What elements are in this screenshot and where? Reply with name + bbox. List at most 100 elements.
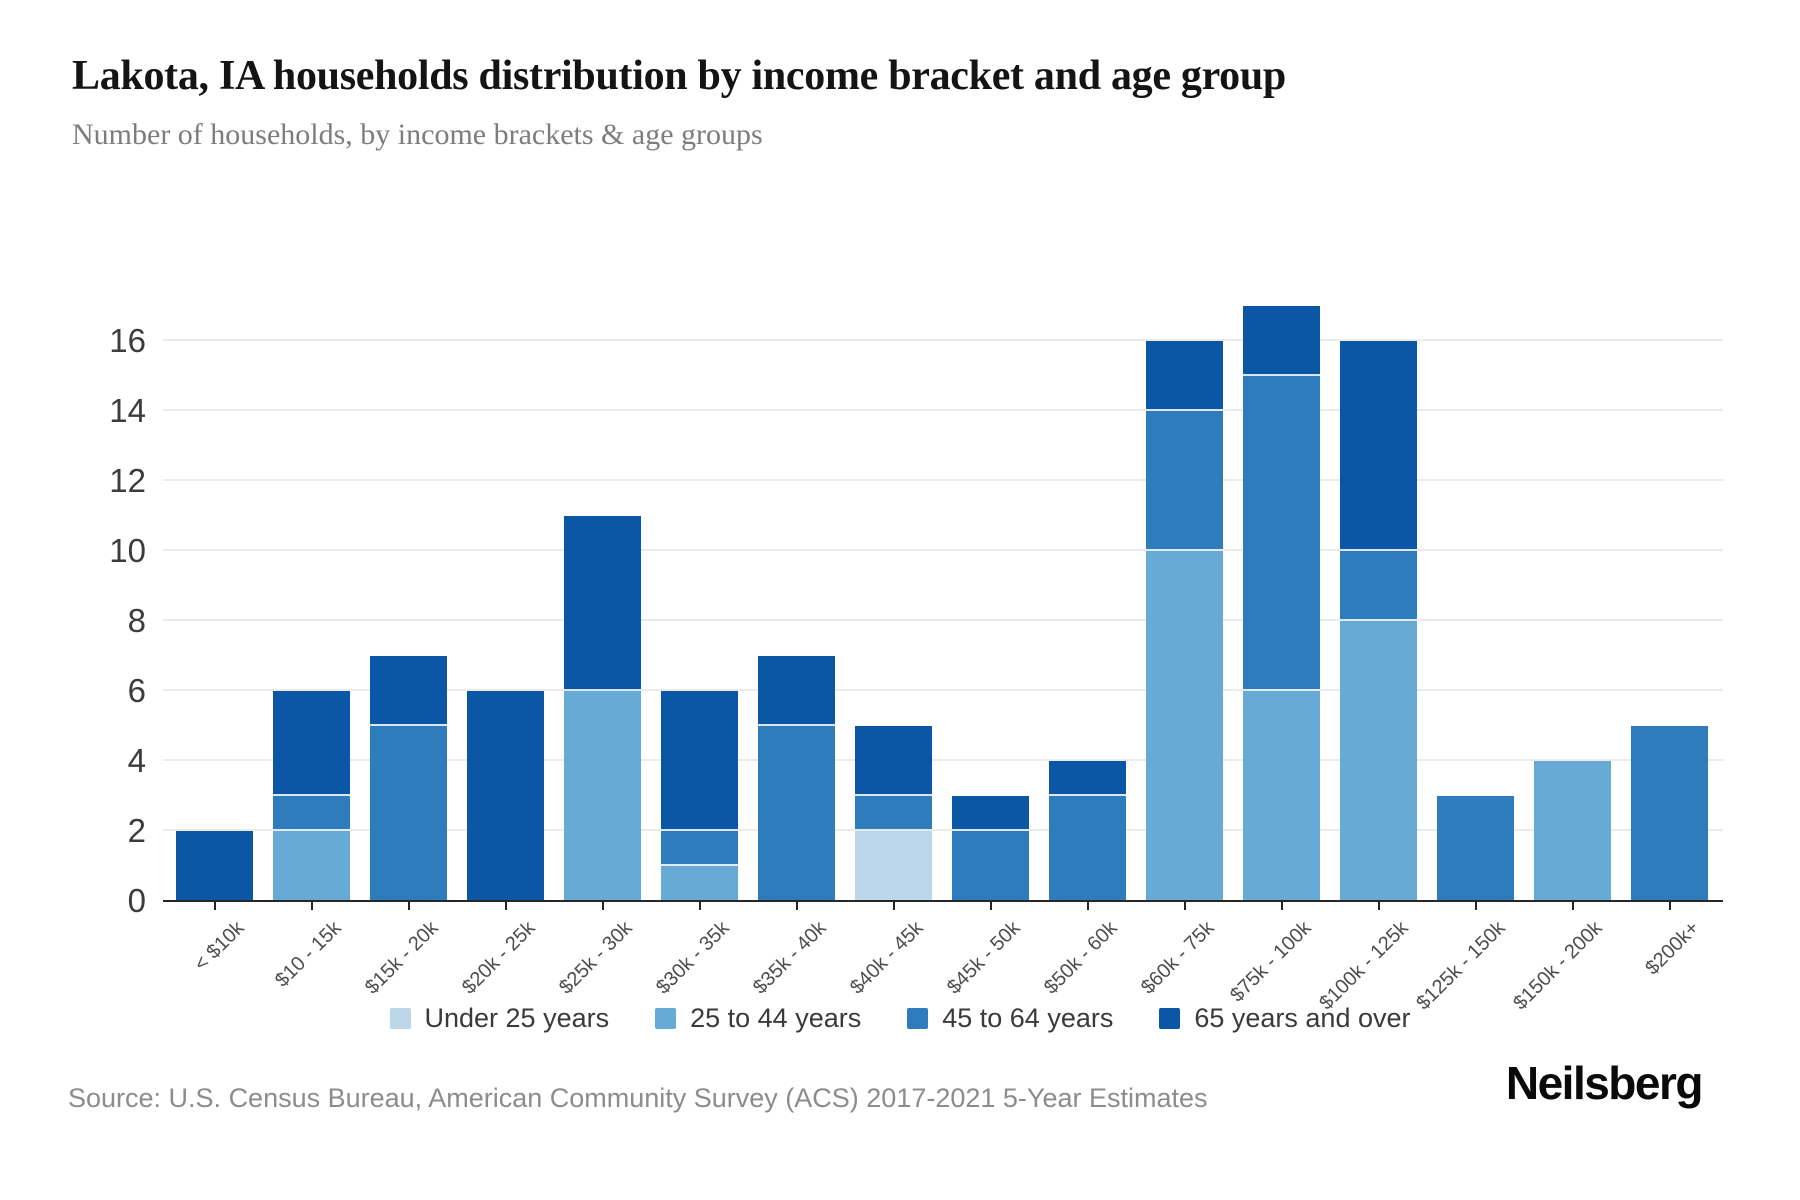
bar-segment[interactable] [1340, 551, 1417, 621]
bar [855, 726, 932, 901]
gridline [163, 759, 1723, 761]
bar-segment[interactable] [661, 866, 738, 901]
legend-item[interactable]: 65 years and over [1159, 1003, 1411, 1034]
y-axis-label: 12 [109, 462, 146, 499]
y-axis-label: 0 [127, 882, 146, 919]
bar-segment[interactable] [952, 796, 1029, 831]
neilsberg-logo[interactable]: Neilsberg [1505, 1057, 1704, 1109]
bar-segment[interactable] [855, 831, 932, 901]
x-axis-tick [1280, 902, 1283, 910]
x-axis-tick [601, 902, 604, 910]
bar-segment[interactable] [467, 691, 544, 901]
bar-segment[interactable] [1146, 551, 1223, 901]
gridline [163, 619, 1723, 621]
x-axis-tick [504, 902, 507, 910]
bar-segment[interactable] [758, 656, 835, 726]
bar-segment[interactable] [1340, 621, 1417, 901]
bar-segment[interactable] [1340, 341, 1417, 551]
x-axis-tick [795, 902, 798, 910]
bar-segment[interactable] [1534, 761, 1611, 901]
bar [467, 691, 544, 901]
bar-segment[interactable] [855, 796, 932, 831]
x-axis-tick [989, 902, 992, 910]
bar [758, 656, 835, 901]
plot-area: 0 2 4 6 8 10 12 14 16 < $10k $10 - 15k $15k - 20k $2… [109, 281, 1723, 1014]
bar-segment[interactable] [1437, 796, 1514, 901]
bar-segment[interactable] [661, 831, 738, 866]
x-axis-label: $200k+ [1640, 917, 1704, 980]
bar-segment[interactable] [952, 831, 1029, 901]
y-axis-label: 8 [127, 602, 146, 639]
y-axis-label: 6 [127, 672, 146, 709]
legend-swatch [907, 1008, 929, 1029]
x-axis-tick [1183, 902, 1186, 910]
bar-segment[interactable] [758, 726, 835, 901]
legend-swatch [389, 1008, 411, 1029]
bar-segment[interactable] [273, 831, 350, 901]
bar [370, 656, 447, 901]
x-axis-label: $100k - 125k [1314, 917, 1413, 1015]
bar-segment[interactable] [564, 516, 641, 691]
x-axis-tick [407, 902, 410, 910]
x-axis-label: $20k - 25k [457, 917, 540, 999]
bar [952, 796, 1029, 901]
bar-segment[interactable] [661, 691, 738, 831]
bar-segment[interactable] [1243, 691, 1320, 901]
bar [1049, 761, 1126, 901]
bar [1437, 796, 1514, 901]
bar [176, 831, 253, 901]
gridline [163, 479, 1723, 481]
legend-label: 25 to 44 years [690, 1003, 862, 1033]
bar-segment[interactable] [1049, 796, 1126, 901]
x-axis-label: $125k - 150k [1411, 917, 1510, 1015]
legend-label: 65 years and over [1194, 1003, 1411, 1033]
bar [1146, 341, 1223, 901]
bar-segment[interactable] [1146, 341, 1223, 411]
bar-segment[interactable] [1049, 761, 1126, 796]
gridline [163, 549, 1723, 551]
x-axis-label: $60k - 75k [1136, 917, 1219, 999]
bar-segment[interactable] [1243, 306, 1320, 376]
legend-label: Under 25 years [424, 1003, 610, 1033]
x-axis-tick [310, 902, 313, 910]
x-axis-tick [1571, 902, 1574, 910]
x-axis-tick [698, 902, 701, 910]
x-axis-label: $25k - 30k [554, 917, 637, 999]
x-axis-line [163, 900, 1723, 902]
bar [1340, 341, 1417, 901]
page-title: Lakota, IA households distribution by in… [72, 53, 1286, 99]
x-axis-label: $35k - 40k [748, 917, 831, 999]
y-axis-label: 4 [127, 742, 146, 779]
bar [1534, 761, 1611, 901]
legend-item[interactable]: 45 to 64 years [907, 1003, 1113, 1034]
bar [661, 691, 738, 901]
legend-item[interactable]: 25 to 44 years [655, 1003, 861, 1034]
y-axis-label: 16 [109, 322, 146, 359]
bar-segment[interactable] [273, 691, 350, 796]
x-axis-tick [1086, 902, 1089, 910]
x-axis-label: $10 - 15k [270, 917, 346, 992]
gridline [163, 409, 1723, 411]
bar-segment[interactable] [273, 796, 350, 831]
bar-segment[interactable] [564, 691, 641, 901]
x-axis-tick [1377, 902, 1380, 910]
bar-segment[interactable] [370, 656, 447, 726]
bar-segment[interactable] [1146, 411, 1223, 551]
legend-item[interactable]: Under 25 years [389, 1003, 610, 1034]
bar-segment[interactable] [370, 726, 447, 901]
legend-label: 45 to 64 years [942, 1003, 1114, 1033]
x-axis-label: $40k - 45k [845, 917, 928, 999]
bar [273, 691, 350, 901]
bar [1243, 306, 1320, 901]
bar-segment[interactable] [855, 726, 932, 796]
bar-segment[interactable] [176, 831, 253, 901]
x-axis-tick [1474, 902, 1477, 910]
x-axis-label: $15k - 20k [360, 917, 443, 999]
source-note: Source: U.S. Census Bureau, American Com… [68, 1083, 1208, 1113]
bar-segment[interactable] [1631, 726, 1708, 901]
x-axis-label: $50k - 60k [1039, 917, 1122, 999]
x-axis-tick [213, 902, 216, 910]
x-axis-tick [1668, 902, 1671, 910]
bar-segment[interactable] [1243, 376, 1320, 691]
